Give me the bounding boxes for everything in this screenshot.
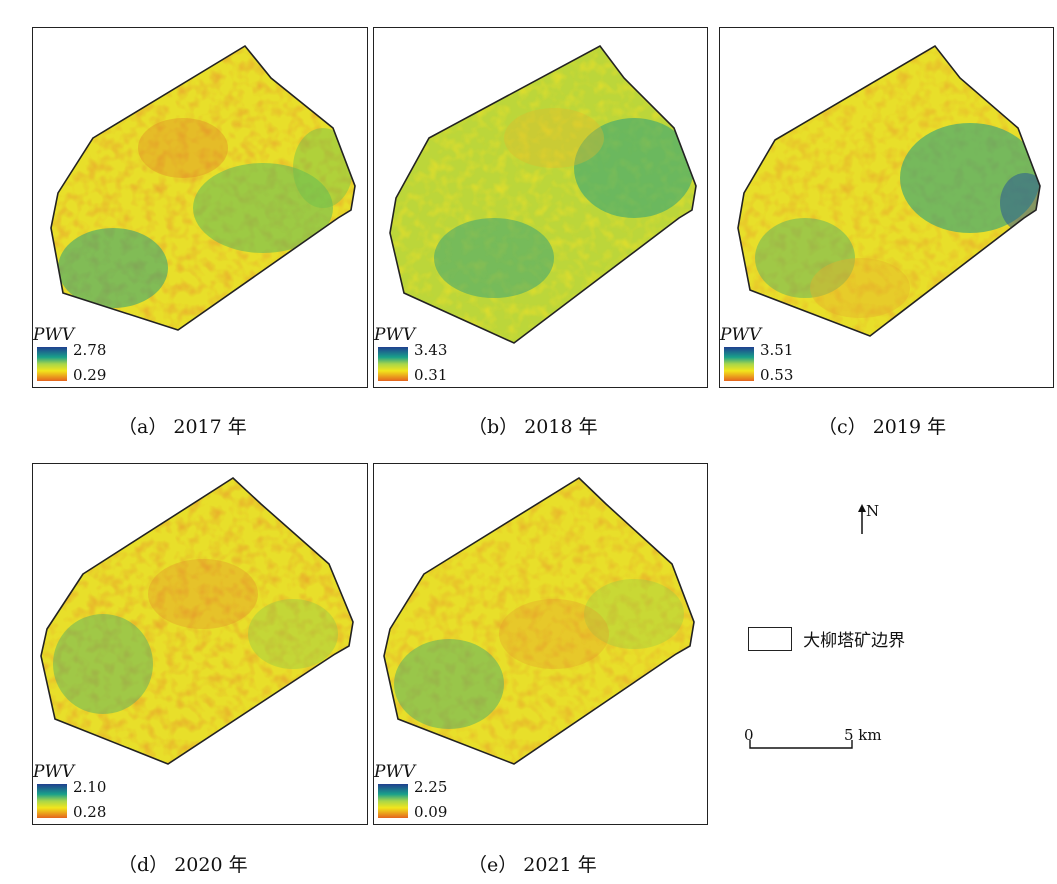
legend-max-value: 2.78 — [73, 341, 107, 359]
color-ramp — [724, 347, 754, 381]
legend-title: PWV — [33, 762, 75, 782]
caption-2020: （d） 2020 年 — [118, 850, 248, 877]
legend-min-value: 0.31 — [414, 366, 448, 384]
north-arrow-icon — [858, 504, 866, 534]
caption-year: 2018 年 — [524, 416, 598, 438]
pwv-legend: PWV 3.43 0.31 — [374, 327, 494, 387]
caption-letter: （a） — [118, 416, 168, 438]
boundary-swatch — [748, 626, 792, 651]
caption-2017: （a） 2017 年 — [118, 412, 247, 439]
pwv-map-2021 — [383, 476, 695, 765]
legend-min-value: 0.09 — [414, 803, 448, 821]
caption-letter: （e） — [468, 854, 518, 876]
boundary-legend: 大柳塔矿边界 — [748, 626, 905, 651]
color-ramp — [37, 784, 67, 818]
scale-line — [749, 740, 853, 749]
north-arrow: N — [856, 502, 886, 536]
legend-title: PWV — [33, 325, 75, 345]
north-label: N — [866, 502, 880, 520]
legend-max-value: 3.51 — [760, 341, 794, 359]
caption-letter: （b） — [468, 416, 519, 438]
caption-year: 2021 年 — [523, 854, 597, 876]
color-ramp — [378, 347, 408, 381]
caption-2021: （e） 2021 年 — [468, 850, 597, 877]
map-panel-2021: PWV 2.25 0.09 — [373, 463, 708, 825]
map-panel-2019: PWV 3.51 0.53 — [719, 27, 1054, 388]
legend-title: PWV — [720, 325, 762, 345]
scale-bar: 0 5 km — [744, 726, 894, 756]
legend-max-value: 2.10 — [73, 778, 107, 796]
pwv-map-2020 — [40, 476, 354, 765]
legend-min-value: 0.53 — [760, 366, 794, 384]
map-panel-2020: PWV 2.10 0.28 — [32, 463, 368, 825]
legend-title: PWV — [374, 762, 416, 782]
legend-min-value: 0.29 — [73, 366, 107, 384]
caption-2019: （c） 2019 年 — [818, 412, 946, 439]
scale-start: 0 — [744, 726, 754, 744]
caption-letter: （d） — [118, 854, 169, 876]
color-ramp — [378, 784, 408, 818]
scale-end: 5 km — [844, 726, 882, 744]
caption-year: 2019 年 — [872, 416, 947, 438]
boundary-label: 大柳塔矿边界 — [803, 631, 906, 651]
pwv-map-2018 — [389, 44, 697, 344]
caption-year: 2017 年 — [173, 416, 247, 438]
legend-max-value: 3.43 — [414, 341, 448, 359]
caption-year: 2020 年 — [174, 854, 248, 876]
color-ramp — [37, 347, 67, 381]
map-panel-2017: PWV 2.78 0.29 — [32, 27, 368, 388]
caption-2018: （b） 2018 年 — [468, 412, 598, 439]
caption-letter: （c） — [818, 416, 867, 438]
pwv-legend: PWV 2.10 0.28 — [33, 764, 153, 824]
pwv-legend: PWV 2.25 0.09 — [374, 764, 494, 824]
legend-min-value: 0.28 — [73, 803, 107, 821]
pwv-legend: PWV 3.51 0.53 — [720, 327, 840, 387]
pwv-map-2019 — [737, 44, 1041, 337]
legend-max-value: 2.25 — [414, 778, 448, 796]
pwv-map-2017 — [50, 44, 356, 331]
map-panel-2018: PWV 3.43 0.31 — [373, 27, 708, 388]
pwv-legend: PWV 2.78 0.29 — [33, 327, 153, 387]
legend-title: PWV — [374, 325, 416, 345]
